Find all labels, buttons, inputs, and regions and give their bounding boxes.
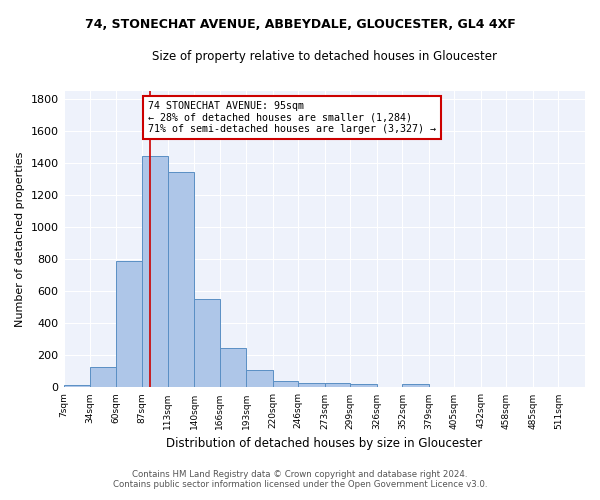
- Bar: [350, 384, 377, 388]
- Y-axis label: Number of detached properties: Number of detached properties: [15, 152, 25, 326]
- Bar: [90, 368, 116, 388]
- Title: Size of property relative to detached houses in Gloucester: Size of property relative to detached ho…: [152, 50, 497, 63]
- Text: Contains HM Land Registry data © Crown copyright and database right 2024.: Contains HM Land Registry data © Crown c…: [132, 470, 468, 479]
- Bar: [142, 156, 167, 388]
- Bar: [298, 382, 325, 388]
- Text: 74 STONECHAT AVENUE: 95sqm
← 28% of detached houses are smaller (1,284)
71% of s: 74 STONECHAT AVENUE: 95sqm ← 28% of deta…: [148, 101, 436, 134]
- Bar: [246, 370, 273, 388]
- Bar: [403, 384, 429, 388]
- Bar: [220, 348, 246, 388]
- Text: 74, STONECHAT AVENUE, ABBEYDALE, GLOUCESTER, GL4 4XF: 74, STONECHAT AVENUE, ABBEYDALE, GLOUCES…: [85, 18, 515, 30]
- Bar: [194, 299, 220, 388]
- Bar: [116, 260, 142, 388]
- X-axis label: Distribution of detached houses by size in Gloucester: Distribution of detached houses by size …: [166, 437, 482, 450]
- Text: Contains public sector information licensed under the Open Government Licence v3: Contains public sector information licen…: [113, 480, 487, 489]
- Bar: [273, 382, 298, 388]
- Bar: [64, 385, 90, 388]
- Bar: [167, 172, 194, 388]
- Bar: [325, 382, 350, 388]
